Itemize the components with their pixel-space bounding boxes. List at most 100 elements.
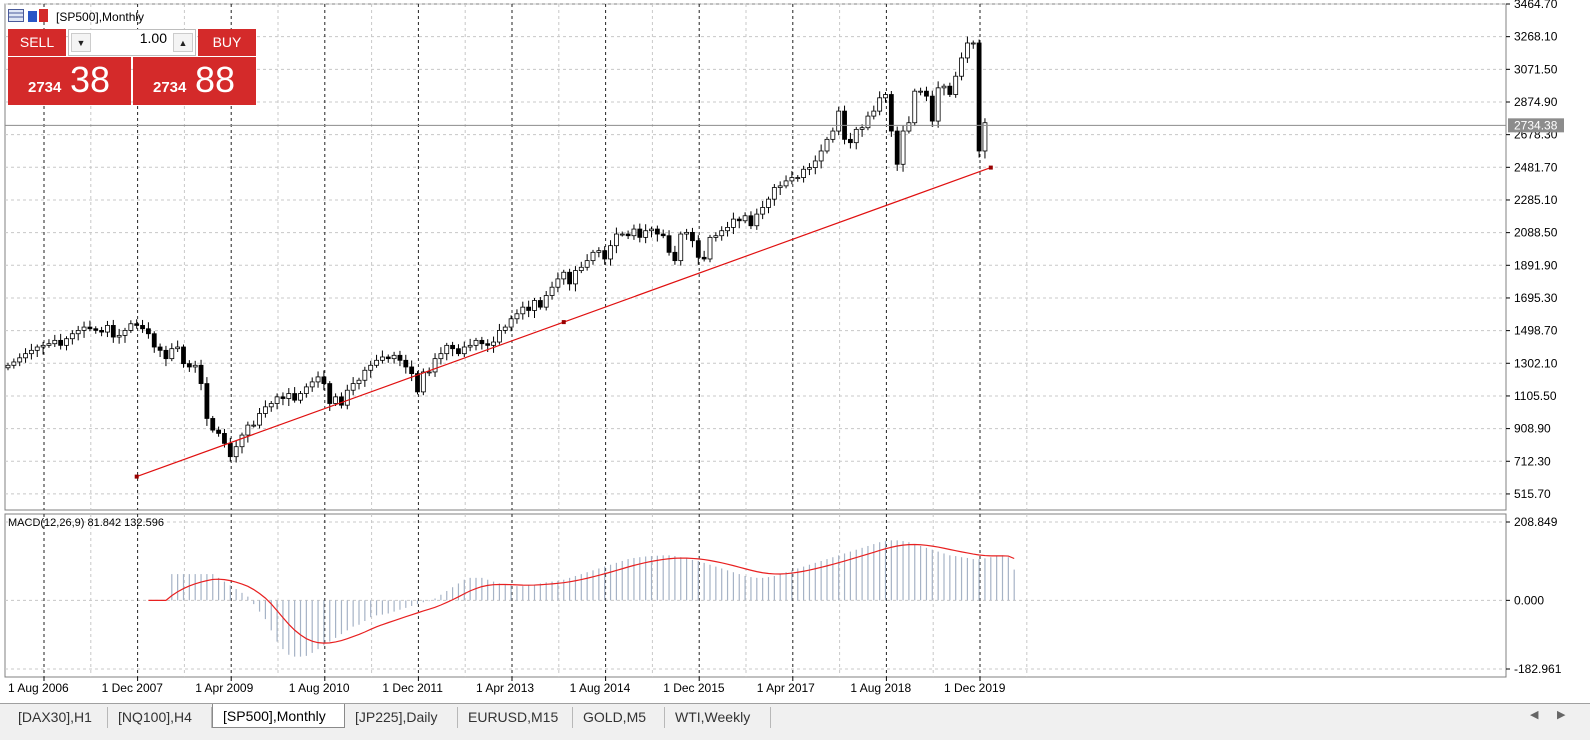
x-axis-label: 1 Apr 2009 — [195, 681, 253, 695]
candle-body — [473, 339, 479, 346]
candle-body — [578, 266, 584, 271]
chart-area[interactable]: 3464.703268.103071.502874.902678.302481.… — [0, 0, 1590, 703]
buy-button[interactable]: BUY — [198, 29, 256, 56]
candle-body — [643, 230, 649, 238]
candle-body — [912, 90, 918, 124]
candle-body — [385, 356, 391, 360]
candle-body — [403, 359, 409, 368]
candle-body — [754, 213, 760, 227]
candle-body — [695, 240, 701, 258]
candle-body — [848, 138, 853, 144]
price-y-label: 1891.90 — [1514, 258, 1558, 272]
candle-body — [537, 300, 543, 308]
lot-increase-button[interactable]: ▲ — [173, 33, 193, 52]
tab-scroll-right-icon[interactable]: ▶ — [1557, 709, 1566, 721]
candle-body — [479, 339, 485, 345]
candle-body — [508, 318, 514, 328]
candle-body — [17, 357, 23, 363]
candle-body — [526, 306, 532, 311]
macd-signal-line — [148, 543, 1015, 644]
sell-button[interactable]: SELL — [8, 29, 66, 56]
candle-body — [379, 356, 385, 361]
price-y-label: 1302.10 — [1514, 356, 1558, 370]
candle-body — [614, 233, 619, 247]
sell-price-button[interactable]: 2734 38 — [8, 57, 131, 105]
candle-body — [532, 300, 537, 311]
candle-body — [596, 250, 602, 253]
candle-body — [233, 446, 239, 458]
tab-wti[interactable]: WTI,Weekly — [665, 707, 771, 728]
candle-body — [976, 42, 982, 152]
macd-panel-frame — [4, 513, 1507, 678]
price-y-label: 1695.30 — [1514, 291, 1558, 305]
candle-body — [415, 373, 420, 393]
candle-body — [426, 371, 432, 374]
macd-y-label: 0.000 — [1514, 593, 1544, 607]
candle-body — [186, 363, 192, 368]
candle-body — [654, 228, 660, 235]
candle-body — [75, 330, 81, 335]
candle-body — [321, 376, 327, 384]
candle-body — [163, 349, 169, 360]
lot-decrease-button[interactable]: ▼ — [71, 33, 91, 52]
candle-body — [771, 187, 777, 200]
candle-body — [128, 323, 134, 331]
x-axis-label: 1 Aug 2018 — [850, 681, 911, 695]
candle-body — [865, 115, 871, 129]
tab-eurusd[interactable]: EURUSD,M15 — [458, 707, 573, 728]
price-y-label: 2874.90 — [1514, 95, 1558, 109]
price-y-label: 3464.70 — [1514, 0, 1558, 11]
candle-body — [900, 130, 906, 165]
candle-body — [397, 354, 403, 361]
candle-body — [286, 393, 292, 399]
candle-body — [181, 346, 186, 365]
tab-sp500[interactable]: [SP500],Monthly — [212, 704, 345, 728]
tab-nq100[interactable]: [NQ100],H4 — [108, 707, 212, 728]
x-axis-label: 1 Aug 2006 — [8, 681, 69, 695]
candle-body — [801, 168, 806, 178]
price-y-label: 712.30 — [1514, 454, 1551, 468]
candle-body — [666, 235, 672, 253]
candle-body — [637, 228, 643, 238]
candle-body — [836, 110, 842, 132]
candle-body — [918, 90, 923, 93]
candle-body — [391, 354, 397, 360]
candle-body — [110, 325, 116, 338]
tab-gold[interactable]: GOLD,M5 — [573, 707, 665, 728]
candle-body — [965, 42, 970, 59]
candle-body — [520, 306, 526, 315]
price-y-label: 1105.50 — [1514, 389, 1557, 403]
candle-body — [672, 251, 678, 262]
tab-scroll-left-icon[interactable]: ◀ — [1530, 709, 1539, 721]
candle-body — [444, 344, 450, 355]
tab-dax30[interactable]: [DAX30],H1 — [8, 707, 108, 728]
price-y-label: 3071.50 — [1514, 62, 1558, 76]
candle-body — [222, 433, 227, 444]
candle-body — [368, 364, 374, 371]
candle-body — [830, 130, 836, 140]
candle-body — [105, 325, 110, 333]
buy-price-minor: 88 — [195, 59, 236, 100]
candle-body — [625, 233, 631, 237]
candle-body — [40, 344, 46, 348]
candle-body — [888, 94, 894, 132]
candle-body — [859, 127, 865, 130]
one-click-trading-icon[interactable] — [28, 9, 48, 22]
candle-body — [713, 235, 719, 238]
candle-body — [590, 251, 596, 262]
candle-body — [947, 85, 953, 95]
trade-panel: SELL ▼ 1.00 ▲ BUY 2734 38 2734 88 — [8, 29, 256, 106]
lot-size-input[interactable]: 1.00 — [139, 30, 167, 46]
candle-body — [28, 349, 34, 355]
tab-jp225[interactable]: [JP225],Daily — [345, 707, 458, 728]
candle-body — [941, 85, 947, 89]
chart-tab-bar: [DAX30],H1 [NQ100],H4 [SP500],Monthly [J… — [0, 703, 1590, 740]
x-axis-label: 1 Dec 2015 — [663, 681, 725, 695]
candle-body — [789, 177, 795, 182]
candle-body — [783, 180, 789, 187]
candle-body — [198, 364, 204, 384]
lot-size-stepper[interactable]: ▼ 1.00 ▲ — [68, 29, 196, 56]
price-y-label: 908.90 — [1514, 422, 1551, 436]
buy-price-button[interactable]: 2734 88 — [133, 57, 256, 105]
candle-body — [766, 198, 771, 208]
